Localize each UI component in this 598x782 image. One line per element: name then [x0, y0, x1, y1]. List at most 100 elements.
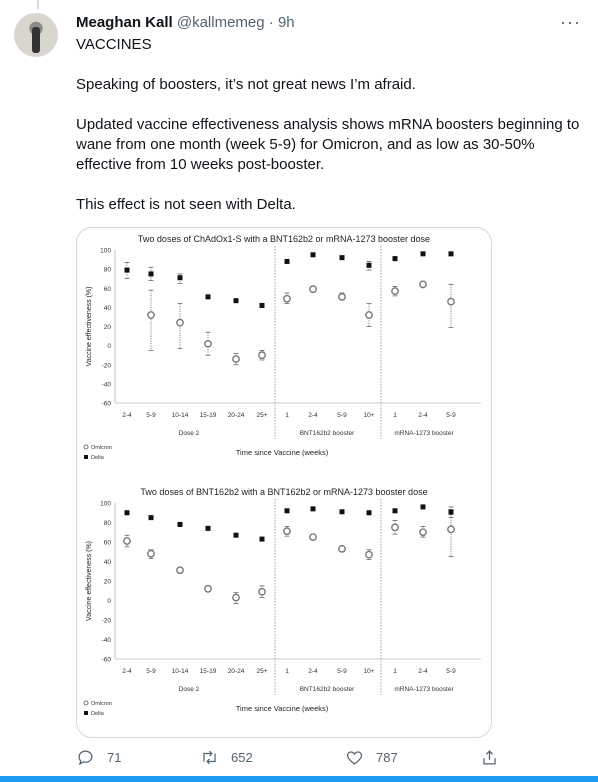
- x-tick-label: 20-24: [228, 668, 245, 675]
- tweet-actions: 71 652 787: [76, 748, 506, 772]
- y-tick-label: 20: [104, 324, 112, 331]
- omicron-point: [204, 339, 212, 348]
- delta-point: [366, 510, 372, 516]
- tweet-paragraph: Updated vaccine effectiveness analysis s…: [76, 116, 580, 173]
- y-axis-label: Vaccine effectiveness (%): [86, 541, 93, 621]
- legend-omicron-label: Omicron: [91, 445, 112, 451]
- like-button[interactable]: 787: [345, 748, 398, 767]
- delta-point: [259, 536, 265, 542]
- delta-point: [177, 275, 183, 281]
- author-name[interactable]: Meaghan Kall: [76, 14, 173, 31]
- y-tick-label: 100: [100, 501, 111, 508]
- y-tick-label: 80: [104, 520, 112, 527]
- reply-button[interactable]: 71: [76, 748, 121, 767]
- chart-title: Two doses of ChAdOx1-S with a BNT162b2 o…: [138, 234, 430, 244]
- tweet-media-image[interactable]: Two doses of ChAdOx1-S with a BNT162b2 o…: [76, 227, 492, 738]
- delta-point: [124, 267, 130, 273]
- omicron-point: [365, 311, 373, 319]
- legend-delta-label: Delta: [91, 711, 105, 717]
- x-tick-label: 2-4: [418, 668, 428, 675]
- y-tick-label: 80: [104, 267, 112, 274]
- x-tick-label: 10-14: [172, 668, 189, 675]
- share-button[interactable]: [480, 748, 499, 767]
- tweet-paragraph: VACCINES: [76, 36, 152, 53]
- delta-point: [448, 251, 454, 257]
- group-label: mRNA-1273 booster: [394, 686, 454, 693]
- omicron-point: [447, 297, 455, 306]
- x-tick-label: 15-19: [200, 668, 217, 675]
- y-tick-label: -40: [102, 637, 112, 644]
- y-tick-label: 60: [104, 540, 112, 547]
- delta-point: [420, 251, 426, 257]
- author-handle[interactable]: @kallmemeg: [176, 14, 265, 31]
- retweet-button[interactable]: 652: [200, 748, 253, 767]
- avatar-figure: [32, 27, 40, 53]
- y-tick-label: -20: [102, 362, 112, 369]
- x-tick-label: 15-19: [200, 412, 217, 419]
- x-tick-label: 5-9: [337, 668, 347, 675]
- share-icon: [483, 750, 496, 765]
- tweet-paragraph: Speaking of boosters, it’s not great new…: [76, 76, 416, 93]
- x-tick-label: 2-4: [418, 412, 428, 419]
- delta-point: [310, 506, 316, 512]
- omicron-point: [419, 528, 427, 537]
- delta-point: [392, 508, 398, 514]
- delta-point: [259, 302, 265, 308]
- delta-point: [392, 256, 398, 262]
- x-tick-label: 5-9: [446, 412, 456, 419]
- delta-point: [284, 258, 290, 264]
- meta-separator: ·: [264, 14, 278, 31]
- chart-title: Two doses of BNT162b2 with a BNT162b2 or…: [140, 487, 427, 497]
- like-count: 787: [376, 750, 398, 765]
- omicron-point: [309, 533, 317, 542]
- tweet-header: Meaghan Kall @kallmemeg · 9h: [76, 13, 295, 33]
- y-tick-label: 100: [100, 248, 111, 255]
- omicron-point: [391, 287, 399, 296]
- omicron-point: [447, 525, 455, 534]
- x-tick-label: 10+: [363, 412, 374, 419]
- x-tick-label: 5-9: [446, 668, 456, 675]
- omicron-point: [232, 593, 240, 602]
- x-tick-label: 20-24: [228, 412, 245, 419]
- retweet-count: 652: [231, 750, 253, 765]
- delta-point: [448, 509, 454, 515]
- x-tick-label: 10+: [363, 668, 374, 675]
- x-tick-label: 2-4: [308, 668, 318, 675]
- legend-omicron-marker: [83, 444, 89, 450]
- x-tick-label: 2-4: [122, 412, 132, 419]
- delta-point: [284, 508, 290, 514]
- x-tick-label: 25+: [256, 668, 267, 675]
- x-axis-label: Time since Vaccine (weeks): [236, 704, 329, 713]
- legend-omicron-label: Omicron: [91, 701, 112, 707]
- omicron-point: [283, 294, 291, 303]
- reply-icon: [78, 750, 93, 766]
- delta-point: [148, 271, 154, 277]
- heart-icon: [346, 751, 363, 765]
- thread-line: [37, 0, 39, 9]
- delta-point: [233, 532, 239, 538]
- y-tick-label: -40: [102, 381, 112, 388]
- y-tick-label: 20: [104, 579, 112, 586]
- x-tick-label: 5-9: [337, 412, 347, 419]
- tweet-time[interactable]: 9h: [277, 14, 295, 31]
- y-tick-label: 0: [107, 598, 111, 605]
- delta-point: [339, 509, 345, 515]
- omicron-point: [391, 523, 399, 532]
- legend-delta-label: Delta: [91, 455, 105, 461]
- delta-point: [205, 294, 211, 300]
- y-tick-label: 40: [104, 305, 112, 312]
- more-icon[interactable]: ···: [560, 12, 581, 32]
- x-tick-label: 5-9: [146, 668, 156, 675]
- x-tick-label: 1: [393, 668, 397, 675]
- x-axis-label: Time since Vaccine (weeks): [236, 448, 329, 457]
- omicron-point: [338, 544, 346, 553]
- delta-point: [148, 515, 154, 521]
- delta-point: [124, 510, 130, 516]
- y-axis-label: Vaccine effectiveness (%): [86, 287, 93, 367]
- group-label: BNT162b2 booster: [300, 686, 355, 693]
- omicron-point: [147, 311, 155, 319]
- delta-point: [420, 504, 426, 510]
- avatar[interactable]: [14, 13, 58, 57]
- group-label: mRNA-1273 booster: [394, 430, 454, 437]
- x-tick-label: 1: [393, 412, 397, 419]
